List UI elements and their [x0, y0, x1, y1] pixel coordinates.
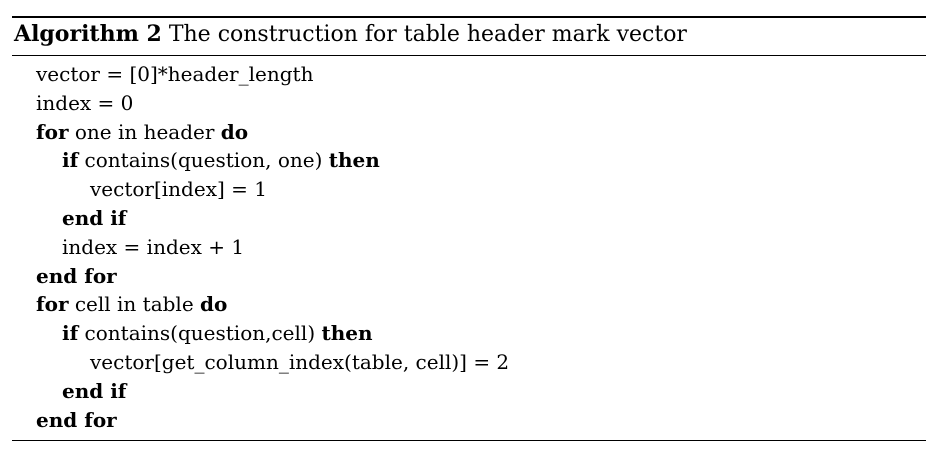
code-text: cell in table: [68, 292, 201, 317]
keyword: end if: [62, 378, 127, 403]
pseudocode-line: index = 0: [12, 89, 926, 118]
pseudocode-line: end for: [12, 262, 926, 291]
keyword: do: [220, 119, 249, 144]
bottom-rule: [12, 440, 926, 442]
pseudocode-line: end if: [12, 204, 926, 233]
pseudocode-line: for cell in table do: [12, 290, 926, 319]
keyword: end for: [36, 407, 117, 432]
pseudocode-line: if contains(question,cell) then: [12, 319, 926, 348]
code-text: index = 0: [36, 90, 134, 115]
code-text: contains(question,cell): [78, 321, 322, 346]
algorithm-label: Algorithm 2: [14, 21, 162, 47]
code-text: vector = [0]*header_length: [36, 62, 314, 86]
code-text: contains(question, one): [78, 148, 329, 173]
code-text: vector[get_column_index(table, cell)] = …: [90, 349, 510, 374]
keyword: if: [62, 148, 79, 173]
top-rule: [12, 16, 926, 18]
keyword: end for: [36, 263, 117, 288]
keyword: then: [321, 321, 373, 346]
code-text: vector[index] = 1: [90, 177, 267, 202]
keyword: for: [36, 119, 69, 144]
pseudocode-line: if contains(question, one) then: [12, 146, 926, 175]
algorithm-block: Algorithm 2 The construction for table h…: [12, 16, 926, 442]
algorithm-title: The construction for table header mark v…: [168, 22, 687, 47]
keyword: for: [36, 292, 69, 317]
pseudocode-line: vector[get_column_index(table, cell)] = …: [12, 348, 926, 377]
code-text: one in header: [68, 119, 221, 144]
code-text: index = index + 1: [62, 234, 245, 259]
algorithm-caption: Algorithm 2 The construction for table h…: [12, 18, 926, 51]
pseudocode-line: index = index + 1: [12, 233, 926, 262]
keyword: then: [328, 148, 380, 173]
keyword: if: [62, 321, 79, 346]
keyword: do: [200, 292, 228, 317]
caption-rule: [12, 55, 926, 56]
pseudocode-line: end if: [12, 377, 926, 406]
pseudocode-line: vector = [0]*header_length: [12, 60, 926, 89]
pseudocode-line: vector[index] = 1: [12, 175, 926, 204]
pseudocode-line: for one in header do: [12, 118, 926, 147]
keyword: end if: [62, 205, 127, 230]
pseudocode-line: end for: [12, 406, 926, 435]
